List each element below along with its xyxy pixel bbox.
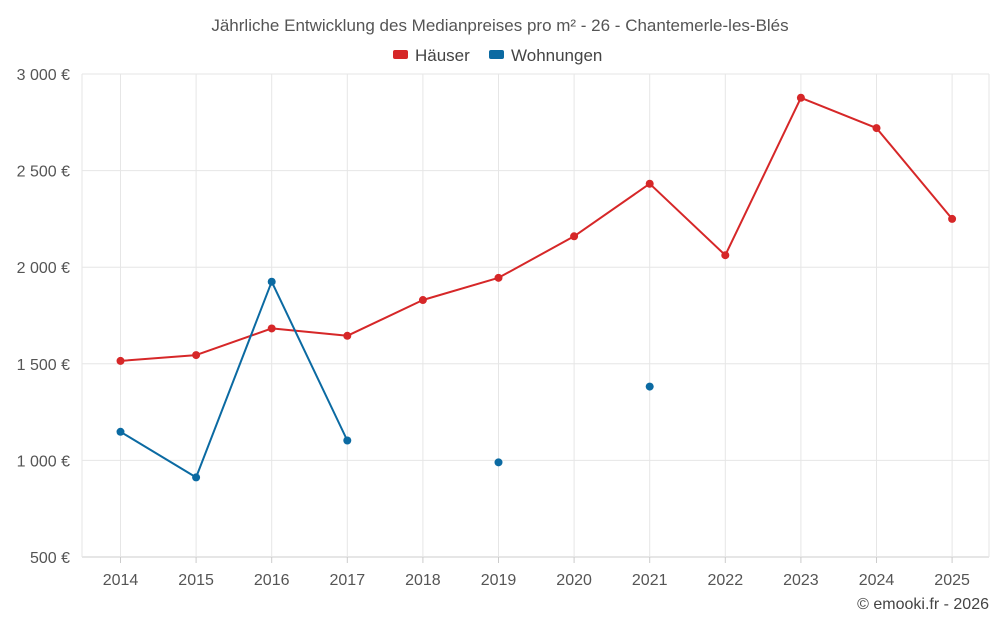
series-line: [119, 280, 349, 479]
y-tick-label: 500 €: [30, 550, 70, 567]
data-point[interactable]: [570, 232, 579, 241]
data-point[interactable]: [267, 324, 276, 333]
data-point[interactable]: [116, 356, 125, 365]
x-tick-label: 2021: [632, 572, 668, 589]
legend-label: Häuser: [415, 46, 470, 65]
grid-horizontal: [82, 73, 989, 558]
y-tick-label: 1 000 €: [17, 453, 70, 470]
y-tick-label: 2 500 €: [17, 164, 70, 181]
x-tick-label: 2015: [178, 572, 214, 589]
data-point[interactable]: [494, 273, 503, 282]
series-häuser: [116, 93, 957, 365]
x-tick-label: 2024: [859, 572, 895, 589]
grid-vertical: [81, 74, 990, 563]
x-tick-label: 2022: [708, 572, 744, 589]
data-point[interactable]: [343, 436, 352, 445]
y-axis: 500 € 1 000 € 1 500 € 2 000 € 2 500 € 3 000 €: [17, 67, 70, 567]
legend-swatch: [393, 50, 408, 59]
legend-label: Wohnungen: [511, 46, 602, 65]
series-line: [120, 96, 953, 362]
data-point[interactable]: [116, 427, 125, 436]
data-point[interactable]: [418, 296, 427, 305]
y-tick-label: 3 000 €: [17, 67, 70, 84]
x-tick-label: 2016: [254, 572, 290, 589]
data-point[interactable]: [192, 473, 201, 482]
data-point[interactable]: [721, 251, 730, 260]
x-tick-label: 2020: [556, 572, 592, 589]
data-point[interactable]: [494, 458, 503, 467]
series-wohnungen: [116, 277, 654, 482]
data-point[interactable]: [645, 382, 654, 391]
legend: Häuser Wohnungen: [393, 46, 602, 65]
x-tick-label: 2023: [783, 572, 819, 589]
x-tick-label: 2018: [405, 572, 441, 589]
x-axis: 2014 2015 2016 2017 2018 2019 2020 2021 2022 2023…: [103, 572, 970, 589]
data-point[interactable]: [872, 124, 881, 133]
legend-swatch: [489, 50, 504, 59]
chart-title: Jährliche Entwicklung des Medianpreises …: [211, 16, 788, 35]
data-point[interactable]: [343, 331, 352, 340]
series-group: [116, 93, 957, 482]
x-tick-label: 2017: [330, 572, 366, 589]
data-point[interactable]: [192, 351, 201, 360]
data-point[interactable]: [267, 277, 276, 286]
data-point[interactable]: [796, 93, 805, 102]
x-tick-label: 2025: [934, 572, 970, 589]
y-tick-label: 1 500 €: [17, 357, 70, 374]
data-point[interactable]: [645, 179, 654, 188]
credit-text: © emooki.fr - 2026: [857, 596, 989, 613]
y-tick-label: 2 000 €: [17, 260, 70, 277]
data-point[interactable]: [948, 214, 957, 223]
x-tick-label: 2014: [103, 572, 139, 589]
x-tick-label: 2019: [481, 572, 517, 589]
